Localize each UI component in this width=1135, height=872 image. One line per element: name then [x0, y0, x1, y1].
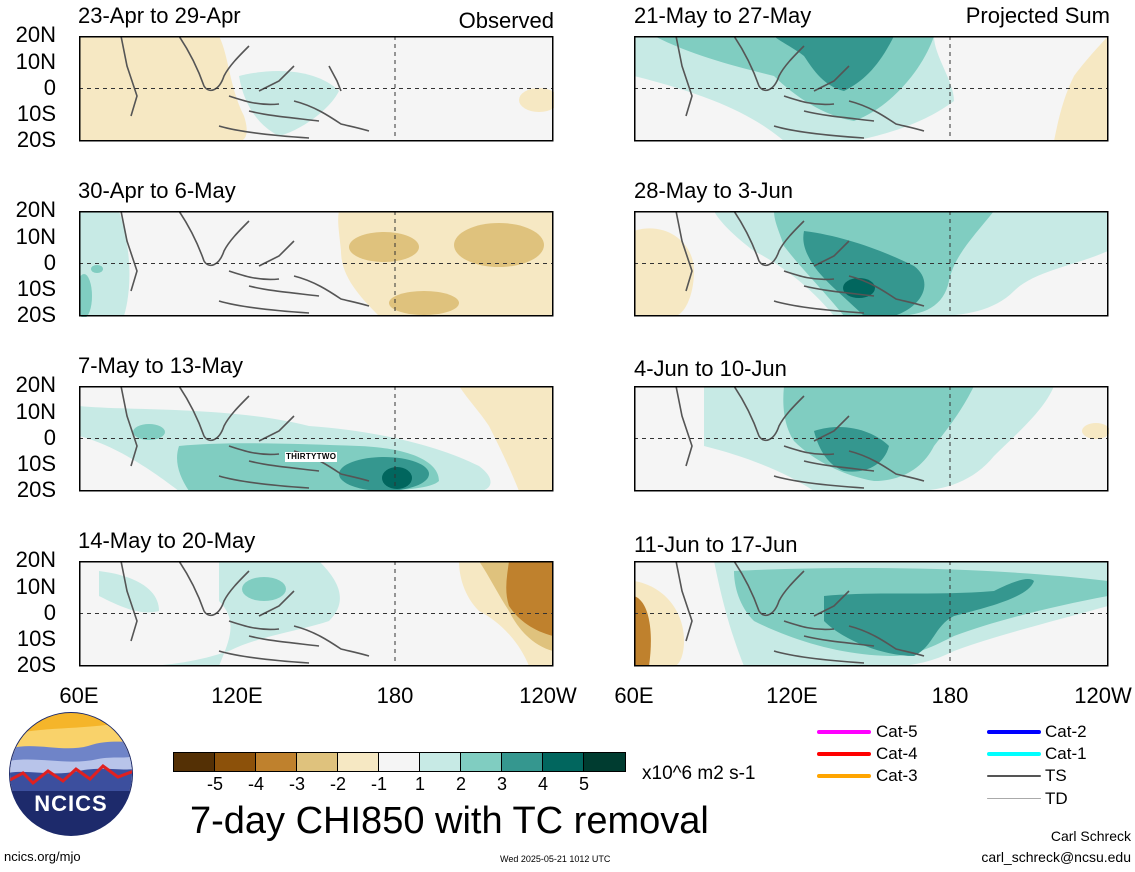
- lon-label: 180: [376, 683, 414, 708]
- ncics-logo-graphic: [9, 712, 133, 836]
- colorbar-units: x10^6 m2 s-1: [642, 763, 756, 784]
- lat-label: 10S: [16, 626, 56, 651]
- lat-label: 10S: [16, 451, 56, 476]
- map-panel-1: [79, 36, 554, 142]
- lon-label: 60E: [614, 683, 654, 708]
- colorbar-label: -1: [370, 774, 387, 794]
- lon-label: 180: [931, 683, 969, 708]
- legend-td-line: [987, 798, 1041, 799]
- footer-author: Carl Schreck: [1050, 828, 1131, 844]
- colorbar-label: 1: [414, 774, 425, 794]
- lat-label: 10N: [15, 224, 56, 249]
- colorbar-label: 3: [496, 774, 507, 794]
- colorbar-label: -4: [247, 774, 264, 794]
- map-panel-2: [634, 36, 1109, 142]
- panel-2-title: 21-May to 27-May: [634, 3, 812, 28]
- tc-annotation-label: THIRTYTWO: [285, 452, 338, 462]
- panel-4-title: 28-May to 3-Jun: [634, 178, 793, 203]
- lat-label: 10S: [16, 276, 56, 301]
- lat-label: 20S: [16, 302, 56, 327]
- lat-label: 10N: [15, 399, 56, 424]
- legend-cat1-label: Cat-1: [1045, 744, 1087, 763]
- legend-ts-line: [987, 775, 1041, 777]
- map-panel-7: [79, 561, 554, 667]
- lat-label: 10N: [15, 574, 56, 599]
- legend-cat5-line: [817, 730, 871, 734]
- lat-label: 20N: [15, 197, 56, 222]
- lat-label: 20N: [15, 372, 56, 397]
- panel-6-title: 4-Jun to 10-Jun: [634, 356, 787, 381]
- legend-cat3-label: Cat-3: [876, 766, 918, 785]
- colorbar-label: 5: [578, 774, 589, 794]
- lat-label: 10N: [15, 49, 56, 74]
- colorbar-label: -3: [288, 774, 305, 794]
- footer-timestamp: Wed 2025-05-21 1012 UTC: [500, 854, 611, 864]
- legend-cat5-label: Cat-5: [876, 722, 918, 741]
- panel-8-title: 11-Jun to 17-Jun: [634, 532, 798, 557]
- lon-label: 120E: [766, 683, 818, 708]
- legend-cat3-line: [817, 774, 871, 778]
- ncics-logo-text: NCICS: [34, 791, 108, 816]
- lat-label: 20S: [16, 652, 56, 677]
- map-panel-4: [634, 211, 1109, 317]
- panel-1-tag: Observed: [458, 8, 554, 33]
- map-panel-3: [79, 211, 554, 317]
- lon-label: 120E: [211, 683, 263, 708]
- lat-label: 10S: [16, 101, 56, 126]
- lat-label: 0: [43, 425, 56, 450]
- legend-cat2-line: [987, 730, 1041, 734]
- panel-7-title: 14-May to 20-May: [78, 528, 256, 553]
- lat-label: 20S: [16, 477, 56, 502]
- legend-cat4-line: [817, 752, 871, 756]
- colorbar-label: -5: [206, 774, 223, 794]
- panel-1-title: 23-Apr to 29-Apr: [78, 3, 241, 28]
- lon-label: 120W: [519, 683, 577, 708]
- ncics-logo: NCICS: [8, 711, 134, 837]
- colorbar-label: 2: [455, 774, 466, 794]
- footer-email: carl_schreck@ncsu.edu: [981, 849, 1131, 865]
- lat-label: 0: [43, 75, 56, 100]
- lat-label: 20S: [16, 127, 56, 152]
- footer-url: ncics.org/mjo: [4, 849, 81, 864]
- colorbar: [173, 752, 626, 772]
- map-panel-6: [634, 386, 1109, 492]
- panel-2-tag: Projected Sum: [965, 3, 1110, 28]
- legend-cat2-label: Cat-2: [1045, 722, 1087, 741]
- legend-td-label: TD: [1045, 789, 1068, 808]
- lat-label: 0: [43, 250, 56, 275]
- main-title: 7-day CHI850 with TC removal: [190, 800, 709, 842]
- panel-5-title: 7-May to 13-May: [78, 353, 244, 378]
- colorbar-label: 4: [537, 774, 548, 794]
- map-panel-8: [634, 561, 1109, 667]
- map-panel-5: [79, 386, 554, 492]
- lat-label: 20N: [15, 22, 56, 47]
- lat-label: 20N: [15, 547, 56, 572]
- legend-cat1-line: [987, 752, 1041, 756]
- lat-label: 0: [43, 600, 56, 625]
- legend-ts-label: TS: [1045, 766, 1067, 785]
- panel-3-title: 30-Apr to 6-May: [78, 178, 236, 203]
- lon-label: 120W: [1074, 683, 1132, 708]
- colorbar-label: -2: [329, 774, 346, 794]
- lon-label: 60E: [59, 683, 99, 708]
- legend-cat4-label: Cat-4: [876, 744, 918, 763]
